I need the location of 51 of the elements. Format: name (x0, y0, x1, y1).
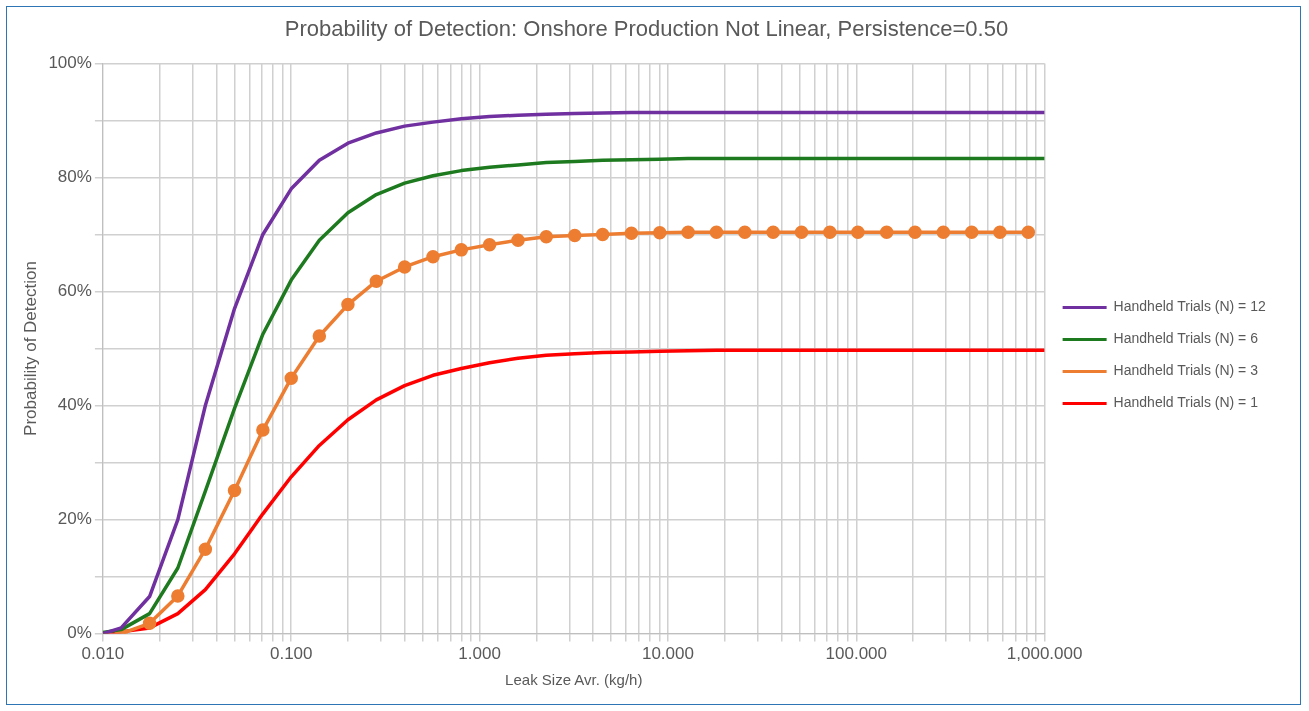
point (312, 329, 327, 343)
point (766, 225, 780, 239)
y-tick-label: 40% (57, 395, 92, 415)
point (1021, 225, 1036, 239)
point (397, 260, 412, 274)
point (567, 228, 582, 243)
point (738, 225, 752, 239)
y-tick-label: 60% (57, 281, 92, 301)
point (454, 243, 469, 257)
x-tick-label: 10.000 (641, 644, 694, 664)
x-tick-label: 100.000 (825, 644, 887, 664)
x-tick-label: 1,000.000 (1006, 644, 1083, 664)
y-tick-label: 0% (67, 623, 92, 643)
point (341, 297, 355, 312)
point (993, 225, 1007, 239)
point (879, 225, 894, 239)
point (284, 371, 298, 385)
y-tick-label: 80% (57, 167, 92, 187)
point (653, 226, 667, 240)
point (823, 225, 837, 239)
point (624, 226, 639, 241)
point (482, 237, 497, 252)
point (964, 225, 979, 239)
point (142, 616, 157, 631)
legend-label: Handheld Trials (N) = 1 (1113, 394, 1259, 411)
x-axis-title: Leak Size Avr. (kg/h) (505, 671, 643, 689)
point (908, 225, 922, 239)
y-tick-label: 20% (57, 509, 92, 529)
x-tick-label: 0.100 (269, 644, 313, 664)
point (681, 225, 695, 239)
point (256, 423, 270, 437)
point (511, 233, 525, 247)
chart-title: Probability of Detection: Onshore Production Not Linear, Persistence=0.50 (284, 16, 1009, 42)
point (227, 483, 242, 498)
x-tick-label: 1.000 (458, 644, 501, 664)
point (936, 225, 951, 239)
legend-label: Handheld Trials (N) = 6 (1113, 330, 1259, 347)
point (595, 227, 610, 242)
point (426, 249, 440, 264)
point (171, 589, 185, 603)
y-axis-title: Probability of Detection (20, 261, 40, 436)
point (851, 225, 865, 239)
point (709, 225, 724, 239)
point (369, 274, 384, 288)
point (539, 229, 554, 244)
x-tick-label: 0.010 (81, 644, 125, 664)
point (794, 225, 809, 239)
point (198, 542, 213, 556)
legend-label: Handheld Trials (N) = 12 (1113, 298, 1266, 315)
legend-label: Handheld Trials (N) = 3 (1113, 362, 1259, 379)
y-tick-label: 100% (48, 53, 92, 73)
